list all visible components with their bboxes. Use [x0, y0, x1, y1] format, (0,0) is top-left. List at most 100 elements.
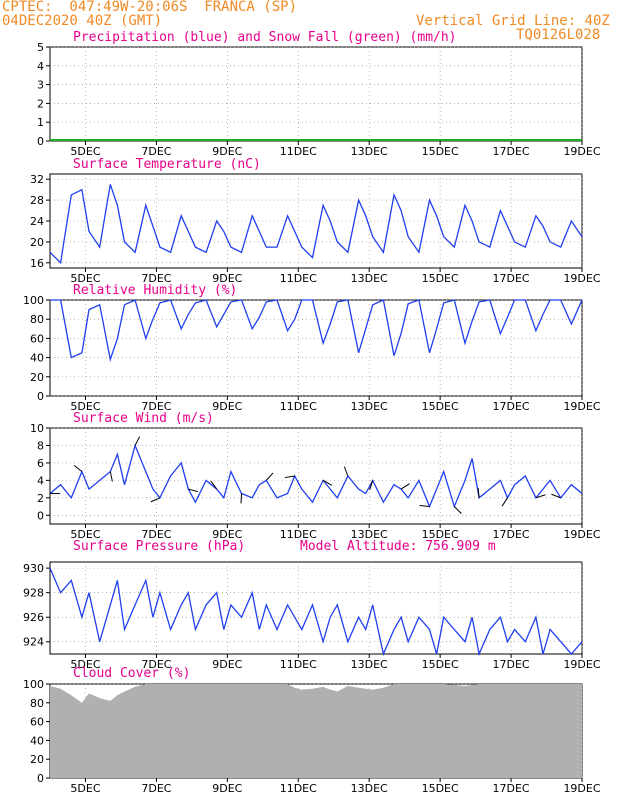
wind-arrow-45 [453, 506, 462, 514]
ytick-label-3-5: 10 [30, 422, 44, 435]
xtick-label-5-3: 11DEC [280, 782, 317, 795]
header-station: CPTEC: 047:49W-20:06S FRANCA (SP) [2, 0, 298, 15]
xtick-label-5-0: 5DEC [70, 782, 100, 795]
xtick-label-4-3: 11DEC [280, 658, 317, 671]
xtick-label-1-3: 11DEC [280, 272, 317, 285]
xtick-label-4-7: 19DEC [563, 658, 600, 671]
ytick-label-5-1: 20 [30, 753, 44, 766]
xtick-label-2-2: 9DEC [212, 400, 242, 413]
xtick-label-4-1: 7DEC [141, 658, 171, 671]
xtick-label-3-1: 7DEC [141, 528, 171, 541]
ytick-label-5-0: 0 [37, 772, 44, 785]
ytick-label-4-2: 928 [23, 587, 44, 600]
xtick-label-2-0: 5DEC [70, 400, 100, 413]
xtick-label-5-6: 17DEC [493, 782, 530, 795]
xtick-label-4-5: 15DEC [422, 658, 459, 671]
series-line-1 [49, 184, 583, 265]
ytick-label-2-5: 100 [23, 294, 44, 307]
ytick-label-2-2: 40 [30, 352, 44, 365]
xtick-label-2-4: 13DEC [351, 400, 388, 413]
panel-frame-0 [49, 46, 583, 142]
xtick-label-5-7: 19DEC [563, 782, 600, 795]
wind-arrow-36 [369, 480, 374, 491]
xtick-label-5-4: 13DEC [351, 782, 388, 795]
ytick-label-2-0: 0 [37, 390, 44, 403]
xtick-label-0-0: 5DEC [70, 145, 100, 158]
panel-title-3: Surface Wind (m/s) [73, 411, 214, 426]
panel-frame-4 [49, 561, 583, 655]
xtick-label-2-1: 7DEC [141, 400, 171, 413]
xtick-label-2-6: 17DEC [493, 400, 530, 413]
series-line-2 [50, 299, 583, 363]
xtick-label-3-7: 19DEC [563, 528, 600, 541]
xtick-label-5-5: 15DEC [422, 782, 459, 795]
wind-arrow-3 [73, 464, 83, 473]
xtick-label-0-5: 15DEC [422, 145, 459, 158]
ytick-label-3-3: 6 [37, 457, 44, 470]
ytick-label-4-3: 930 [23, 562, 44, 575]
xtick-label-1-6: 17DEC [493, 272, 530, 285]
cloud-cover-area [50, 684, 582, 778]
ytick-label-3-1: 2 [37, 492, 44, 505]
xtick-label-1-5: 15DEC [422, 272, 459, 285]
xtick-label-1-0: 5DEC [70, 272, 100, 285]
xtick-label-0-3: 11DEC [280, 145, 317, 158]
panel-title-4: Surface Pressure (hPa) [73, 539, 245, 554]
ytick-label-1-4: 32 [30, 173, 44, 186]
xtick-label-1-1: 7DEC [141, 272, 171, 285]
header-grid-line: Vertical Grid Line: 40Z [416, 13, 610, 29]
ytick-label-2-3: 60 [30, 332, 44, 345]
panel-title-0: Precipitation (blue) and Snow Fall (gree… [73, 30, 457, 45]
xtick-label-4-6: 17DEC [493, 658, 530, 671]
ytick-label-1-3: 28 [30, 194, 44, 207]
xtick-label-3-4: 13DEC [351, 528, 388, 541]
ytick-label-0-2: 2 [37, 97, 44, 110]
xtick-label-0-2: 9DEC [212, 145, 242, 158]
series-line-3 [49, 443, 583, 509]
ytick-label-5-3: 60 [30, 716, 44, 729]
ytick-label-1-2: 24 [30, 215, 44, 228]
xtick-label-0-7: 19DEC [563, 145, 600, 158]
wind-arrow-42 [419, 505, 430, 508]
xtick-label-0-4: 13DEC [351, 145, 388, 158]
xtick-label-2-3: 11DEC [280, 400, 317, 413]
xtick-label-0-6: 17DEC [493, 145, 530, 158]
wind-arrow-9 [134, 436, 141, 446]
wind-arrow-57 [551, 493, 561, 499]
wind-arrow-6 [109, 471, 113, 482]
header-date: 04DEC2020 40Z (GMT) [2, 13, 163, 29]
panel-title-1: Surface Temperature (nC) [73, 157, 261, 172]
wind-arrow-30 [322, 479, 333, 486]
model-altitude-note: Model Altitude: 756.909 m [300, 539, 496, 554]
xtick-label-1-2: 9DEC [212, 272, 242, 285]
xtick-label-5-1: 7DEC [141, 782, 171, 795]
panel-title-2: Relative Humidity (%) [73, 283, 237, 298]
ytick-label-5-5: 100 [23, 678, 44, 691]
wind-arrow-24 [265, 472, 274, 481]
ytick-label-0-0: 0 [37, 135, 44, 148]
wind-arrow-51 [501, 497, 508, 507]
panel-title-5: Cloud Cover (%) [73, 666, 190, 681]
ytick-label-4-0: 924 [23, 636, 44, 649]
wind-arrow-27 [284, 475, 295, 479]
ytick-label-2-1: 20 [30, 371, 44, 384]
ytick-label-3-0: 0 [37, 509, 44, 522]
xtick-label-3-5: 15DEC [422, 528, 459, 541]
xtick-label-3-3: 11DEC [280, 528, 317, 541]
ytick-label-1-1: 20 [30, 236, 44, 249]
wind-arrow-48 [477, 487, 480, 498]
wind-arrow-33 [343, 466, 349, 477]
xtick-label-4-4: 13DEC [351, 658, 388, 671]
ytick-label-5-4: 80 [30, 697, 44, 710]
xtick-label-0-1: 7DEC [141, 145, 171, 158]
xtick-label-1-7: 19DEC [563, 272, 600, 285]
ytick-label-0-3: 3 [37, 79, 44, 92]
ytick-label-3-2: 4 [37, 474, 44, 487]
wind-arrow-12 [150, 497, 161, 503]
ytick-label-2-4: 80 [30, 313, 44, 326]
xtick-label-1-4: 13DEC [351, 272, 388, 285]
wind-arrow-18 [210, 480, 218, 490]
xtick-label-5-2: 9DEC [212, 782, 242, 795]
series-line-4 [49, 567, 583, 657]
